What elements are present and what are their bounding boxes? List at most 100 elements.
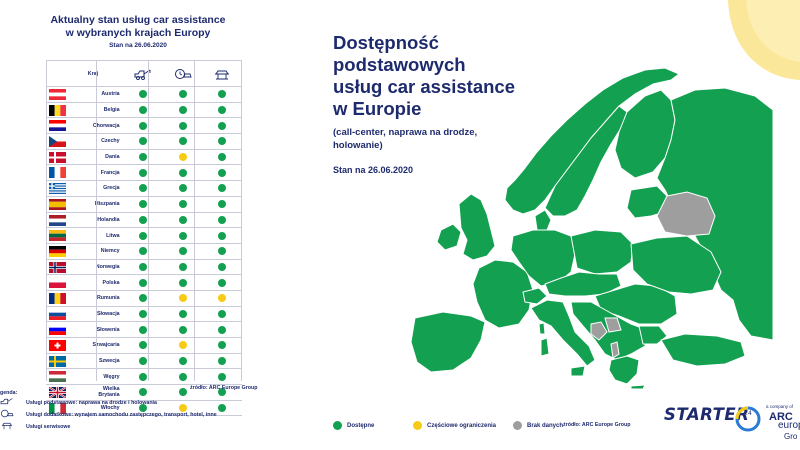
status-cell [123,290,164,307]
table-header-row: Kraj [46,60,242,87]
map-ireland [436,223,462,251]
status-dot-available [139,90,148,99]
status-dot-available [139,294,148,303]
country-header: Kraj [62,60,124,87]
status-dot-available [218,90,227,99]
status-cell [202,133,242,150]
status-cell [163,290,203,307]
status-cell [163,102,203,119]
country-name: Słowenia [62,321,124,338]
map-serbia [604,317,622,333]
main-title-line3: usług car assistance [333,76,516,97]
status-cell [123,274,164,291]
starter24-badge-icon: 24 [735,406,761,432]
country-name: Holandia [62,212,124,229]
europe-map [410,67,774,390]
flag-cell [46,243,66,260]
flag-icon [49,324,66,336]
legend-title: genda: [0,390,18,396]
main-title-line4: w Europie [333,98,422,119]
status-cell [163,196,203,213]
table-row: Litwa [46,227,242,244]
flag-icon [49,340,66,351]
status-dot-available [218,247,227,256]
status-dot-available [178,309,187,318]
flag-cell [46,321,66,338]
status-dot-available [218,404,227,413]
table-row: Słowenia [46,321,242,338]
legend-item-basic: Usługi podstawowe: naprawa na drodze i h… [26,400,157,406]
map-legend-none: Brak danych [513,421,563,430]
main-subtitle: (call-center, naprawa na drodze, holowan… [333,126,553,152]
table-row: Dania [46,149,242,166]
map-legend-partial: Częściowe ograniczenia [413,421,496,430]
status-dot-available [139,262,148,271]
status-dot-available [178,325,187,334]
left-title-line1: Aktualny stan usług car assistance [50,14,226,26]
flag-cell [46,86,66,103]
status-dot-available [218,262,227,271]
car-lift-icon [202,60,242,87]
country-name: Grecja [62,180,124,197]
status-dot-available [218,341,227,350]
flag-icon [49,214,66,226]
table-divider-left [46,60,47,381]
map-greece [608,355,640,385]
country-name: Szwajcaria [62,337,124,354]
table-row: Węgry [46,368,242,386]
flag-cell [46,259,66,276]
status-cell [123,133,164,150]
status-cell [163,400,203,417]
map-crete [630,384,646,390]
table-row: Grecja [46,180,242,197]
status-cell [202,400,242,417]
flag-cell [46,227,66,244]
legend-item-extra: Usługi dodatkowe: wynajem samochodu zast… [26,412,217,418]
status-dot-available [178,200,187,209]
status-cell [202,368,242,386]
clock-car-legend-icon [0,409,14,420]
map-legend-available-label: Dostępne [347,423,375,430]
status-dot-available [218,278,227,287]
status-cell [123,180,164,197]
map-turkey-west [660,333,746,367]
status-cell [123,117,164,135]
status-dot-available [139,388,148,397]
tow-truck-icon [123,60,164,87]
table-row: Rumunia [46,290,242,307]
status-dot-available [218,137,227,146]
country-name: Norwegia [62,259,124,276]
table-body: Austria Belgia Chorwacja Czechy Dania Francja… [46,86,242,417]
status-cell [163,353,203,370]
map-legend-partial-label: Częściowe ograniczenia [427,423,497,430]
main-title-line2: podstawowych [333,54,466,75]
status-dot-available [178,121,187,130]
starter-badge-text: 24 [744,410,752,417]
table-row: Hiszpania [46,196,242,213]
country-name: Francja [62,164,124,182]
left-title: Aktualny stan usług car assistance w wyb… [20,14,256,40]
flag-cell [46,353,66,370]
status-cell [202,290,242,307]
right-source: źródło: ARC Europe Group [563,422,631,428]
flag-cell [46,180,66,197]
table-row: Szwajcaria [46,337,242,354]
left-panel: Aktualny stan usług car assistance w wyb… [0,0,262,450]
car-lift-legend-icon [0,421,14,432]
status-cell [123,384,164,401]
flag-icon [49,277,66,289]
status-cell [163,243,203,260]
status-dot-partial [218,294,227,303]
partial-dot [413,421,422,430]
country-name: Włochy [62,400,124,417]
status-dot-available [218,168,227,177]
table-row: Belgia [46,102,242,119]
status-cell [123,337,164,354]
country-name: Szwecja [62,353,124,370]
status-dot-available [218,388,227,397]
status-dot-available [139,200,148,209]
status-dot-available [218,231,227,240]
status-dot-available [218,325,227,334]
status-cell [202,243,242,260]
status-dot-available [139,247,148,256]
